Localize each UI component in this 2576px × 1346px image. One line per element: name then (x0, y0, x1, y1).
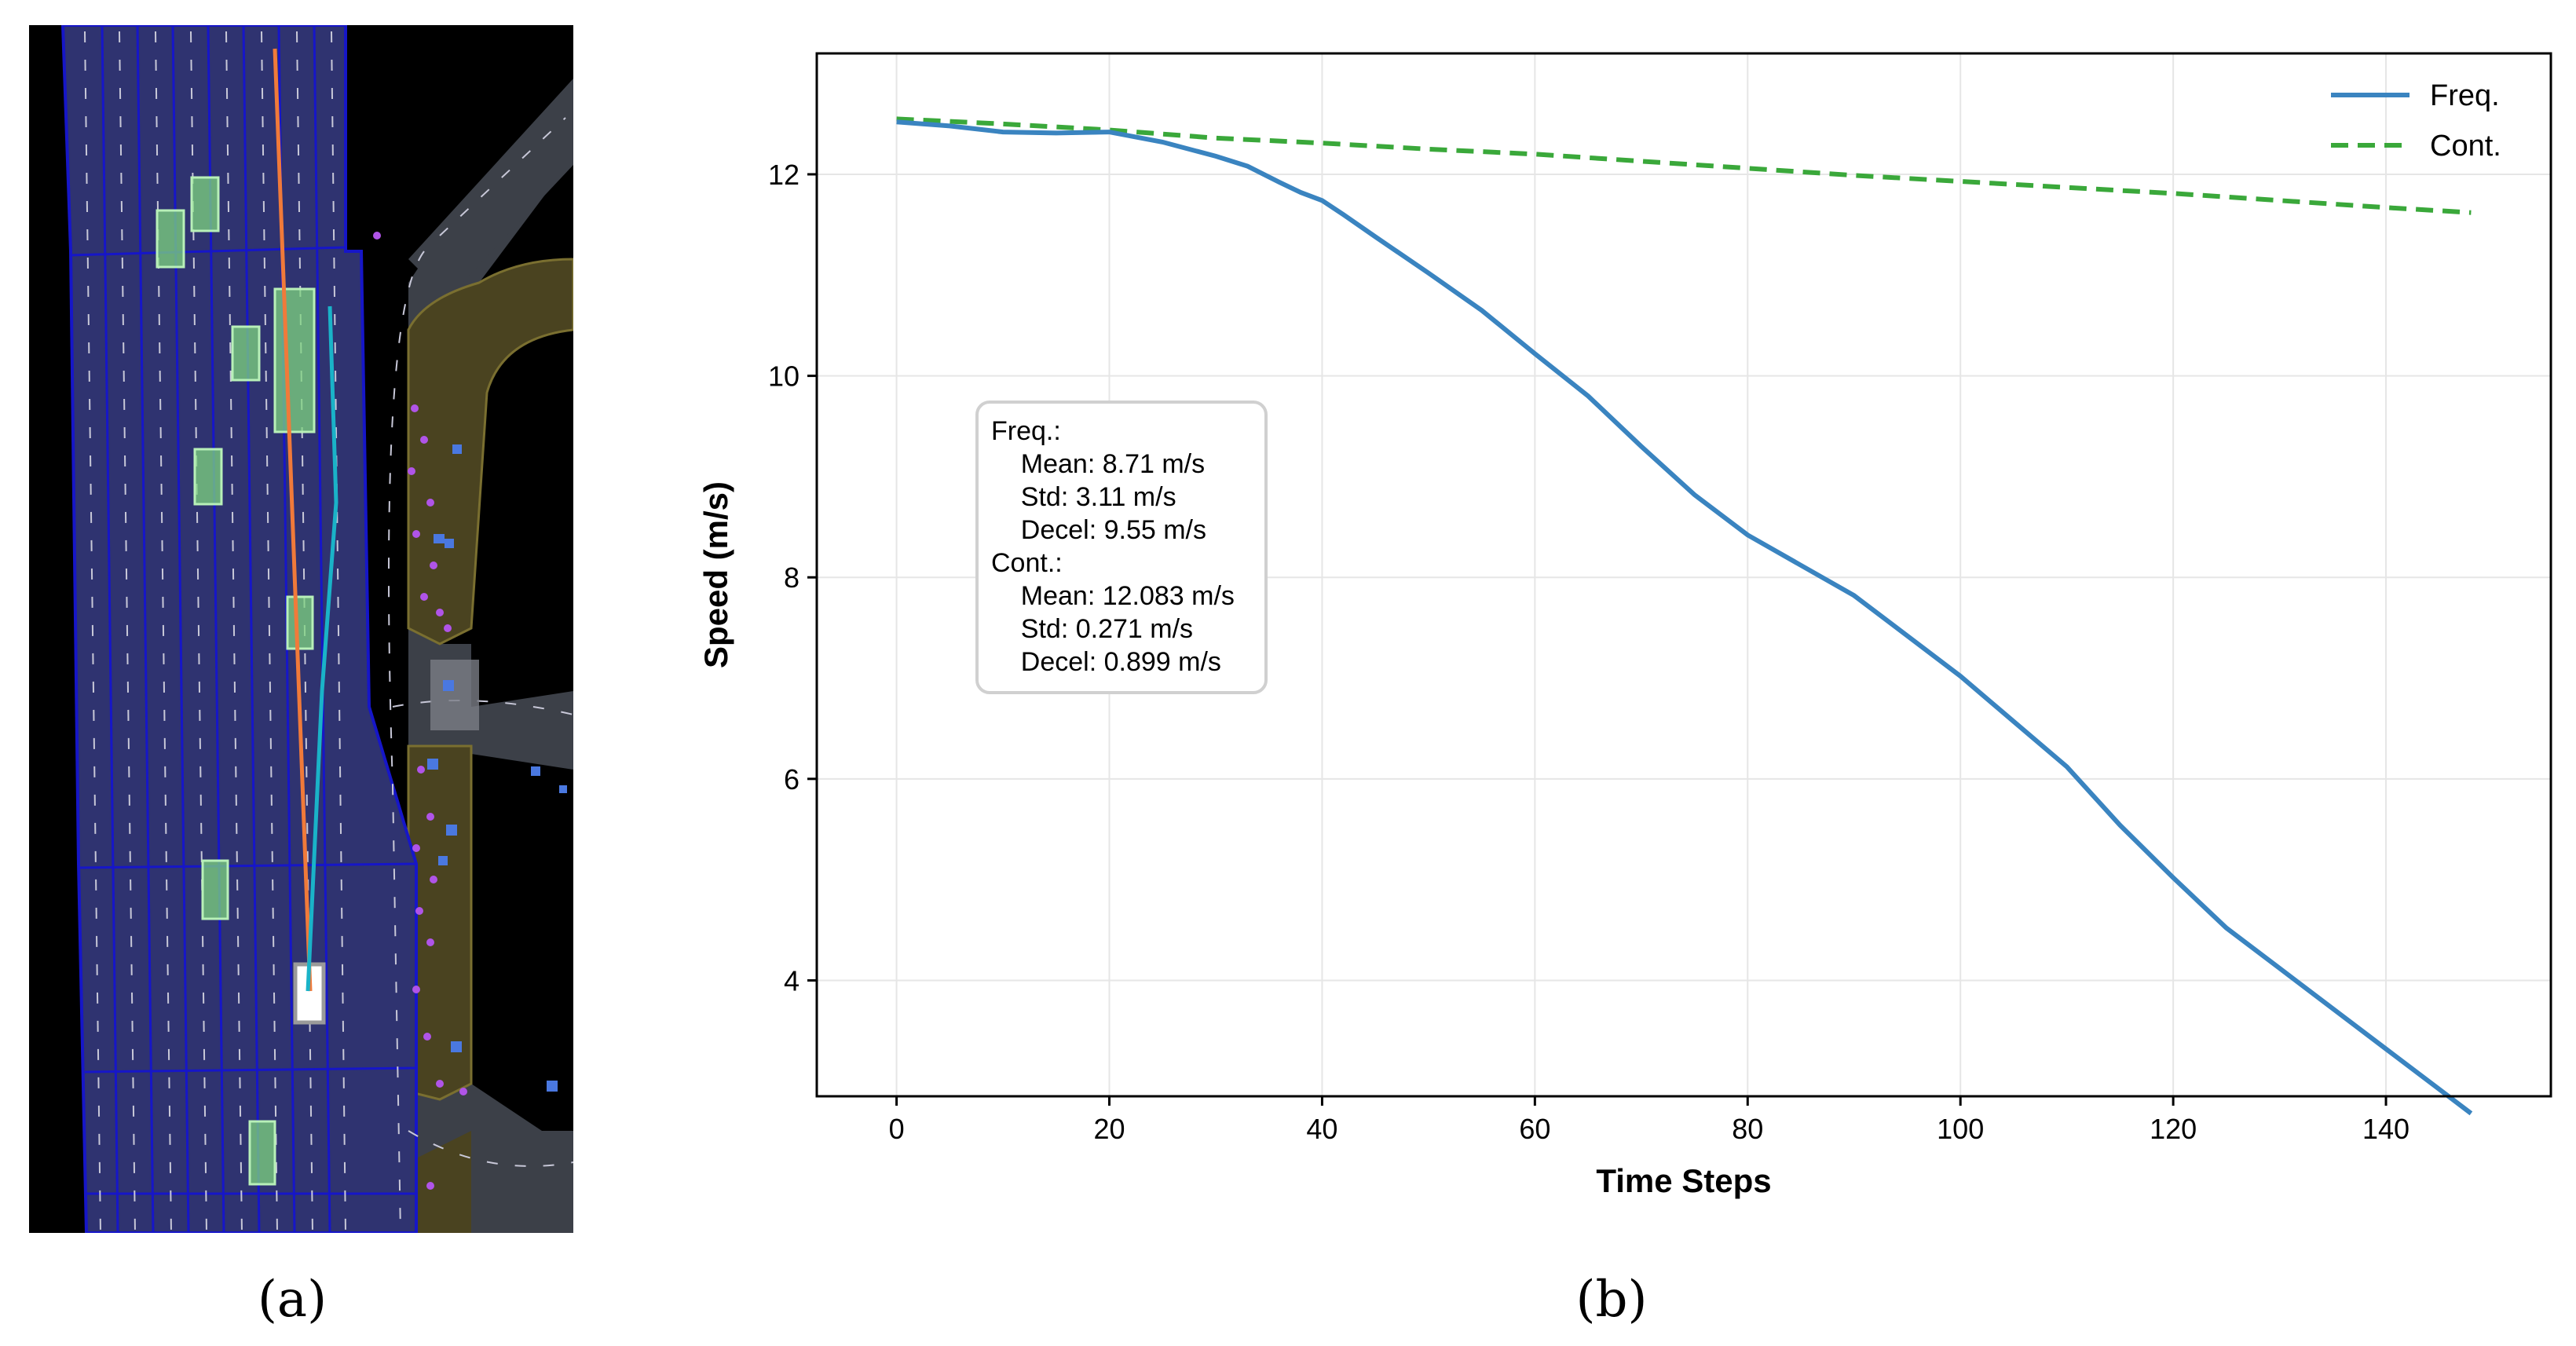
panel-b-caption: (b) (1576, 1271, 1648, 1329)
y-tick-label: 12 (768, 159, 800, 191)
x-tick-label: 20 (1093, 1113, 1125, 1145)
stats-line: Cont.: (991, 548, 1063, 578)
plot-frame (815, 52, 2552, 1098)
stats-line: Decel: 0.899 m/s (991, 647, 1221, 677)
x-tick-label: 60 (1519, 1113, 1550, 1145)
stats-line: Freq.: (991, 416, 1061, 446)
diagonal-road (408, 79, 573, 298)
stats-box: Freq.: Mean: 8.71 m/s Std: 3.11 m/s Dece… (975, 401, 1268, 694)
y-tick-label: 6 (784, 763, 800, 796)
x-axis-label: Time Steps (1596, 1162, 1771, 1199)
pedestrians (373, 232, 467, 1190)
series-layer (896, 116, 2473, 1116)
crosswalk (430, 660, 479, 730)
legend: Freq. Cont. (2331, 79, 2501, 163)
y-tick-label: 10 (768, 360, 800, 393)
vehicle (286, 595, 314, 650)
series-line-freq (896, 119, 2473, 1116)
stats-line: Mean: 12.083 m/s (991, 581, 1235, 611)
predicted-trajectory (306, 305, 338, 992)
vehicle (231, 325, 261, 382)
x-tick-label: 0 (889, 1113, 905, 1145)
vehicle (156, 209, 185, 269)
panel-a-caption: (a) (258, 1271, 327, 1329)
x-tick-label: 140 (2362, 1113, 2410, 1145)
y-tick-label: 8 (784, 561, 800, 594)
x-tick-label: 100 (1937, 1113, 1984, 1145)
x-tick-label: 40 (1306, 1113, 1337, 1145)
y-tick-label: 4 (784, 964, 800, 997)
markers (427, 444, 567, 1092)
speed-chart: 0 20 40 60 80 100 120 140 4 6 8 10 12 Time Steps Spe… (697, 52, 2552, 1329)
ego-trajectory (273, 48, 313, 992)
stats-line: Mean: 8.71 m/s (991, 449, 1205, 479)
stats-line: Std: 0.271 m/s (991, 614, 1193, 644)
vehicle (193, 448, 223, 506)
stats-text: Freq.: Mean: 8.71 m/s Std: 3.11 m/s Dece… (991, 416, 1235, 677)
series-line-cont (896, 116, 2472, 215)
legend-label-cont: Cont. (2430, 130, 2501, 163)
stats-line: Std: 3.11 m/s (991, 482, 1176, 512)
ticks: 0 20 40 60 80 100 120 140 4 6 8 10 12 (768, 159, 2410, 1145)
y-axis-label: Speed (m/s) (697, 481, 734, 668)
sidewalk-bottom (408, 1131, 471, 1233)
stats-line: Decel: 9.55 m/s (991, 515, 1206, 545)
vehicle (201, 859, 229, 920)
vehicle (190, 176, 220, 232)
vehicle (248, 1120, 276, 1186)
scene-map: (a) (29, 25, 573, 1329)
stats-box-frame (975, 401, 1268, 694)
x-tick-label: 80 (1732, 1113, 1763, 1145)
x-tick-label: 120 (2150, 1113, 2197, 1145)
vehicle (273, 287, 316, 433)
legend-label-freq: Freq. (2430, 79, 2500, 112)
